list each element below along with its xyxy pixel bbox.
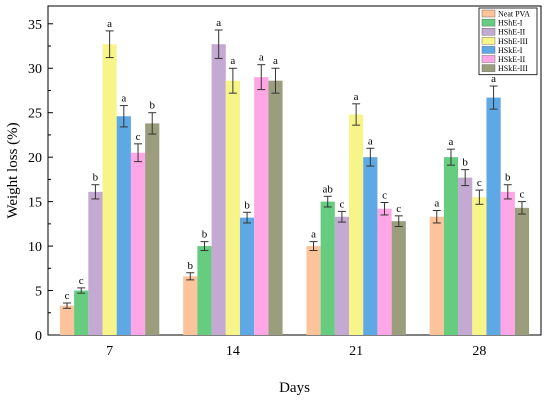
x-tick-label: 21 xyxy=(349,344,363,359)
significance-letter: a xyxy=(449,136,454,148)
legend-label: HSkE-II xyxy=(498,55,525,64)
legend-swatch xyxy=(481,37,496,45)
legend-swatch xyxy=(481,9,496,18)
legend-label: HShE-I xyxy=(498,19,523,28)
x-tick-label: 28 xyxy=(472,344,486,359)
significance-letter: b xyxy=(505,172,511,184)
significance-letter: b xyxy=(149,100,155,112)
bar xyxy=(74,290,89,335)
significance-letter: a xyxy=(259,52,264,64)
significance-letter: a xyxy=(491,73,496,85)
y-tick-label: 15 xyxy=(28,196,42,211)
significance-letter: c xyxy=(136,131,141,143)
significance-letter: a xyxy=(273,55,278,67)
y-axis-title: Weight loss (%) xyxy=(5,122,21,218)
bar xyxy=(239,217,255,335)
legend-swatch xyxy=(481,55,496,63)
y-tick-label: 10 xyxy=(28,240,42,255)
significance-letter: c xyxy=(396,203,401,215)
bar xyxy=(183,276,198,335)
significance-letter: a xyxy=(434,198,439,210)
significance-letter: b xyxy=(93,172,99,184)
bar xyxy=(500,191,515,335)
legend-label: HSkE-I xyxy=(498,46,523,55)
bar xyxy=(472,197,487,335)
significance-letter: a xyxy=(121,93,126,105)
legend-label: HSkE-III xyxy=(498,64,528,73)
x-tick-label: 7 xyxy=(106,344,113,359)
bar xyxy=(334,216,350,335)
bar xyxy=(306,246,321,335)
significance-letter: c xyxy=(477,177,482,189)
bar xyxy=(130,152,146,335)
y-tick-label: 5 xyxy=(35,285,42,300)
significance-letter: c xyxy=(382,190,387,202)
x-axis-title: Days xyxy=(279,380,310,396)
bar xyxy=(102,44,117,335)
bar xyxy=(116,116,131,335)
bar xyxy=(363,157,378,335)
legend: Neat PVAHShE-IHShE-IIHShE-IIIHSkE-IHSkE-… xyxy=(478,7,538,76)
bar xyxy=(391,221,406,335)
bar xyxy=(486,97,501,335)
significance-letter: c xyxy=(79,275,84,287)
significance-letter: a xyxy=(107,18,112,30)
significance-letter: b xyxy=(462,157,468,169)
legend-swatch xyxy=(481,64,496,72)
bar xyxy=(349,114,364,335)
y-tick-label: 20 xyxy=(28,151,42,166)
significance-letter: a xyxy=(230,55,235,67)
significance-letter: c xyxy=(339,198,344,210)
legend-label: Neat PVA xyxy=(498,10,530,19)
significance-letter: b xyxy=(188,260,194,272)
plot-frame xyxy=(47,5,542,336)
significance-letter: a xyxy=(368,135,373,147)
bar xyxy=(443,157,459,335)
x-tick-label: 14 xyxy=(226,344,240,359)
bar xyxy=(458,177,473,335)
bar xyxy=(268,80,283,335)
y-tick-label: 25 xyxy=(28,107,42,122)
significance-letter: b xyxy=(202,229,208,241)
y-tick-label: 30 xyxy=(28,62,42,77)
significance-letter: ab xyxy=(323,183,334,195)
significance-letter: c xyxy=(520,189,525,201)
bar xyxy=(145,123,160,335)
legend-swatch xyxy=(481,46,496,54)
bar xyxy=(225,80,240,335)
bar xyxy=(59,305,75,335)
y-tick-label: 0 xyxy=(35,329,42,344)
y-tick-label: 35 xyxy=(28,18,42,33)
bar xyxy=(320,201,335,335)
bar xyxy=(254,77,269,335)
bar xyxy=(377,208,392,335)
bar xyxy=(429,216,444,335)
legend-swatch xyxy=(481,28,496,36)
significance-letter: a xyxy=(354,91,359,103)
bar xyxy=(514,207,530,335)
significance-letter: a xyxy=(216,17,221,29)
significance-letter: a xyxy=(311,229,316,241)
legend-swatch xyxy=(481,18,496,27)
significance-letter: b xyxy=(244,199,250,211)
bar xyxy=(211,44,226,335)
bar xyxy=(197,246,212,335)
significance-letter: c xyxy=(65,290,70,302)
bar xyxy=(88,191,103,335)
legend-label: HShE-III xyxy=(498,37,528,46)
legend-label: HShE-II xyxy=(498,28,525,37)
